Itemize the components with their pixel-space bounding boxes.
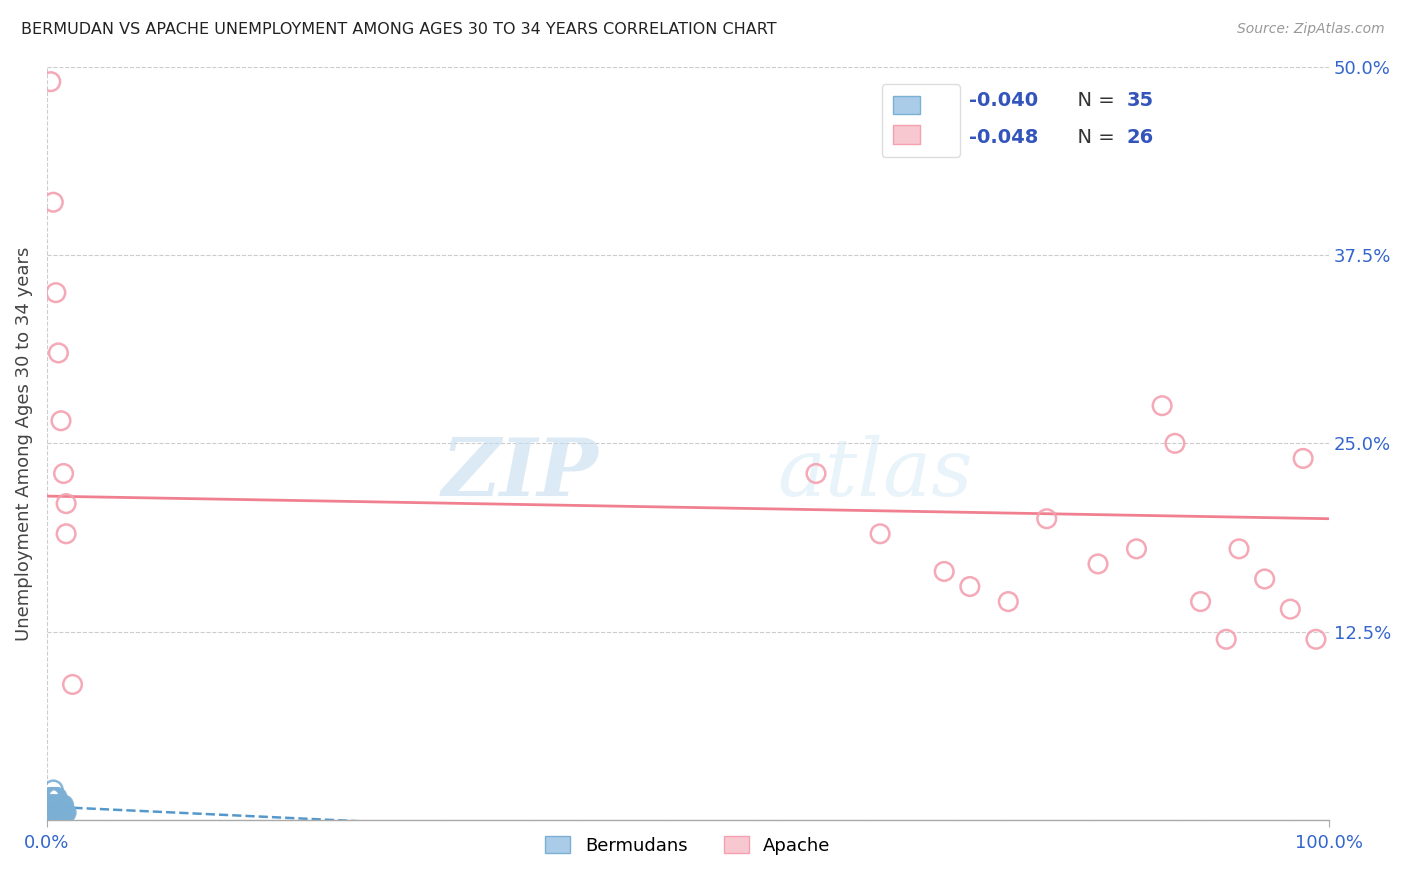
Point: [55, 497, 77, 511]
Text: atlas: atlas: [778, 434, 973, 512]
Point: [39, 75, 62, 89]
Point: [45, 285, 67, 300]
Point: [51, 805, 73, 820]
Point: [45, 798, 67, 813]
Point: [41, 805, 63, 820]
Point: [55, 805, 77, 820]
Point: [46, 805, 69, 820]
Point: [49, 805, 72, 820]
Text: 26: 26: [1126, 128, 1154, 147]
Point: [46, 790, 69, 805]
Text: -0.040: -0.040: [969, 91, 1038, 111]
Point: [959, 580, 981, 594]
Point: [1035, 512, 1057, 526]
Point: [48, 805, 70, 820]
Point: [1292, 451, 1315, 466]
Point: [997, 594, 1019, 608]
Point: [48, 346, 70, 360]
Point: [42, 783, 65, 797]
Point: [869, 526, 891, 541]
Point: [38, 798, 60, 813]
Point: [1189, 594, 1212, 608]
Point: [55, 526, 77, 541]
Text: Source: ZipAtlas.com: Source: ZipAtlas.com: [1237, 22, 1385, 37]
Point: [62, 677, 84, 691]
Text: 35: 35: [1126, 91, 1153, 111]
Point: [42, 195, 65, 210]
Point: [1215, 632, 1237, 647]
Point: [45, 805, 67, 820]
Point: [1152, 399, 1174, 413]
Point: [38, 805, 60, 820]
Point: [41, 790, 63, 805]
Text: N =: N =: [1064, 91, 1121, 111]
Point: [48, 805, 70, 820]
Point: [48, 798, 70, 813]
Legend: Bermudans, Apache: Bermudans, Apache: [536, 827, 839, 863]
Point: [44, 805, 66, 820]
Point: [52, 798, 75, 813]
Y-axis label: Unemployment Among Ages 30 to 34 years: Unemployment Among Ages 30 to 34 years: [15, 246, 32, 640]
Point: [48, 798, 70, 813]
Point: [52, 467, 75, 481]
Point: [49, 798, 72, 813]
Point: [44, 790, 66, 805]
Point: [39, 805, 62, 820]
Text: -0.048: -0.048: [969, 128, 1038, 147]
Point: [42, 798, 65, 813]
Point: [1125, 541, 1147, 556]
Point: [41, 798, 63, 813]
Text: R =: R =: [891, 91, 935, 111]
Point: [37, 805, 59, 820]
Text: R =: R =: [891, 128, 935, 147]
Point: [1164, 436, 1187, 450]
Point: [1253, 572, 1275, 586]
Point: [1305, 632, 1327, 647]
Point: [53, 805, 76, 820]
Text: N =: N =: [1064, 128, 1121, 147]
Point: [1279, 602, 1302, 616]
Point: [42, 790, 65, 805]
Text: BERMUDAN VS APACHE UNEMPLOYMENT AMONG AGES 30 TO 34 YEARS CORRELATION CHART: BERMUDAN VS APACHE UNEMPLOYMENT AMONG AG…: [21, 22, 776, 37]
Point: [46, 798, 69, 813]
Point: [52, 805, 75, 820]
Point: [42, 805, 65, 820]
Point: [804, 467, 827, 481]
Point: [1087, 557, 1109, 571]
Text: ZIP: ZIP: [441, 434, 598, 512]
Point: [934, 565, 956, 579]
Point: [37, 798, 59, 813]
Point: [44, 798, 66, 813]
Point: [51, 798, 73, 813]
Point: [1227, 541, 1250, 556]
Point: [45, 790, 67, 805]
Point: [39, 798, 62, 813]
Point: [39, 790, 62, 805]
Point: [49, 414, 72, 428]
